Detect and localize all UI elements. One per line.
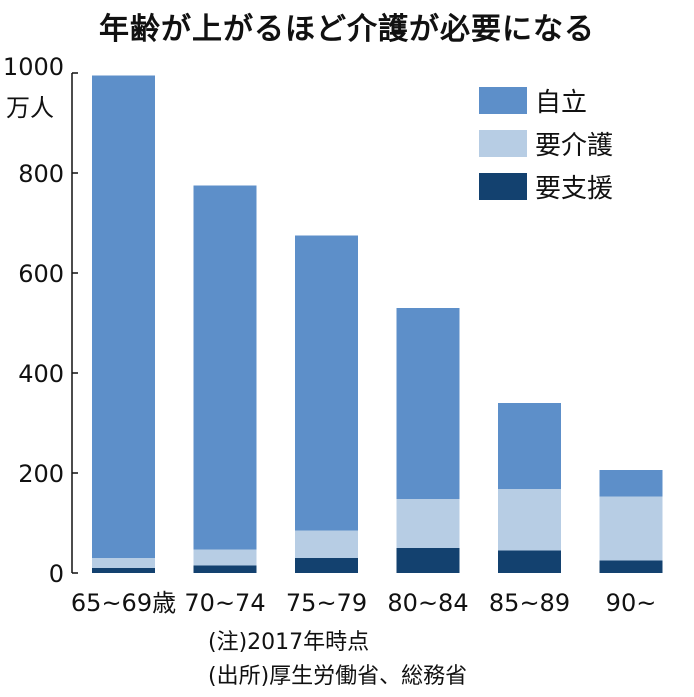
x-tick-label: 80~84 [387,589,468,617]
x-tick-label: 70~74 [184,589,265,617]
footnotes: (注)2017年時点 (出所)厚生労働省、総務省 [208,626,467,694]
bar-segment [92,75,155,558]
legend-swatch [479,87,527,114]
bar-segment [193,565,257,573]
y-tick-label: 1000 [3,53,64,81]
legend-swatch [479,130,527,157]
bar-segment [498,550,561,573]
note-text: (注)2017年時点 [208,630,370,655]
bar-segment [295,530,358,558]
bar-segment [396,548,460,573]
bar-segment [599,560,663,573]
legend-label: 要支援 [535,174,613,204]
bar-segment [396,308,460,499]
bars [92,75,663,573]
bar-segment [498,403,561,489]
bar-segment [92,558,155,568]
bar-segment [295,558,358,573]
x-tick-label: 85~89 [489,589,570,617]
y-tick-label: 400 [18,360,64,388]
bar-segment [599,470,663,497]
source-text: (出所)厚生労働省、総務省 [208,664,468,689]
y-axis: 0 200 400 600 800 1000 [3,53,78,588]
legend-label: 自立 [535,88,587,118]
legend-swatch [479,173,527,200]
x-tick-label: 65~69歳 [71,589,176,617]
bar-segment [498,489,561,551]
bar-segment [599,496,663,561]
y-tick-label: 800 [18,160,64,188]
bar-segment [193,185,257,550]
chart-title: 年齢が上がるほど介護が必要になる [99,12,595,47]
x-tick-label: 75~79 [286,589,367,617]
bar-segment [396,499,460,548]
y-axis-unit-label: 万人 [6,94,54,122]
bar-segment [295,235,358,531]
x-axis-labels: 65~69歳 70~74 75~79 80~84 85~89 90~ [71,589,656,617]
y-tick-label: 200 [18,460,64,488]
legend-label: 要介護 [535,131,613,161]
y-tick-label: 600 [18,260,64,288]
bar-segment [92,568,155,573]
x-tick-label: 90~ [606,589,657,617]
bar-segment [193,549,257,566]
y-tick-label: 0 [49,560,64,588]
